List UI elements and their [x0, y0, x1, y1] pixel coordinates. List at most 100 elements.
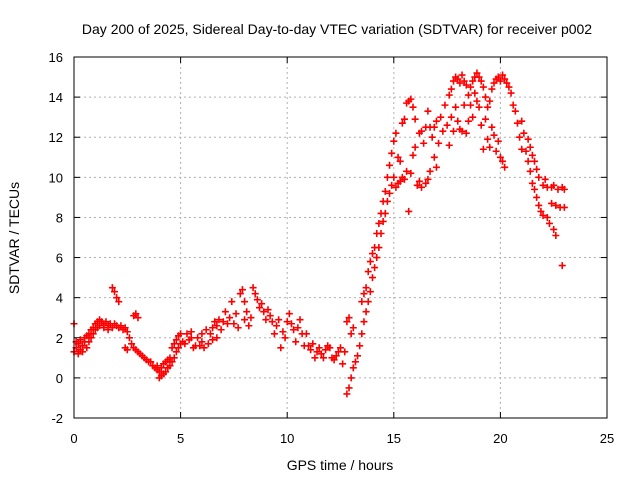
data-point: [79, 342, 87, 350]
data-point: [496, 153, 504, 161]
data-point: [520, 129, 528, 137]
data-point: [499, 157, 507, 165]
data-point: [366, 288, 374, 296]
data-point: [174, 344, 182, 352]
data-point: [388, 181, 396, 189]
data-point: [104, 326, 112, 334]
data-point: [531, 157, 539, 165]
data-point: [490, 131, 498, 139]
data-point: [76, 336, 84, 344]
data-point: [334, 348, 342, 356]
data-point: [108, 324, 116, 332]
data-series-p002: [70, 69, 568, 398]
data-point: [373, 254, 381, 262]
data-point: [477, 77, 485, 85]
data-point: [454, 117, 462, 125]
data-point: [388, 149, 396, 157]
data-point: [505, 83, 513, 91]
y-axis-title: SDTVAR / TECUs: [6, 182, 22, 294]
data-point: [209, 324, 217, 332]
data-point: [251, 290, 259, 298]
data-point: [526, 167, 534, 175]
data-point: [317, 350, 325, 358]
chart-title: Day 200 of 2025, Sidereal Day-to-day VTE…: [82, 21, 592, 37]
x-tick-label: 15: [387, 431, 401, 446]
data-point: [83, 344, 91, 352]
data-point: [349, 324, 357, 332]
data-point: [285, 310, 293, 318]
data-point: [166, 362, 174, 370]
data-point: [264, 306, 272, 314]
data-point: [168, 344, 176, 352]
data-point: [315, 344, 323, 352]
x-tick-label: 10: [280, 431, 294, 446]
data-point: [290, 326, 298, 334]
data-point: [277, 344, 285, 352]
data-point: [313, 348, 321, 356]
data-point: [345, 314, 353, 322]
data-point: [533, 165, 541, 173]
data-point: [202, 326, 210, 334]
data-point: [409, 151, 417, 159]
data-point: [230, 320, 238, 328]
data-point: [279, 328, 287, 336]
data-point: [111, 288, 119, 296]
data-point: [125, 334, 133, 342]
data-point: [247, 314, 255, 322]
data-point: [221, 308, 229, 316]
data-point: [343, 318, 351, 326]
data-point: [123, 328, 131, 336]
data-point: [172, 336, 180, 344]
data-point: [275, 316, 283, 324]
data-point: [168, 358, 176, 366]
data-point: [347, 374, 355, 382]
data-point: [85, 338, 93, 346]
data-point: [496, 77, 504, 85]
data-point: [283, 318, 291, 326]
data-point: [224, 320, 232, 328]
data-point: [226, 314, 234, 322]
data-point: [539, 211, 547, 219]
data-point: [187, 334, 195, 342]
x-tick-label: 0: [70, 431, 77, 446]
data-point: [528, 151, 536, 159]
data-point: [115, 298, 123, 306]
data-point: [430, 153, 438, 161]
data-point: [383, 173, 391, 181]
data-point: [270, 330, 278, 338]
data-point: [501, 75, 509, 83]
data-point: [234, 324, 242, 332]
data-point: [255, 304, 263, 312]
data-point: [368, 274, 376, 282]
data-point: [554, 185, 562, 193]
data-point: [464, 117, 472, 125]
data-point: [537, 207, 545, 215]
data-point: [268, 318, 276, 326]
y-tick-label: 16: [49, 50, 63, 65]
data-point: [213, 334, 221, 342]
data-point: [394, 153, 402, 161]
data-point: [368, 250, 376, 258]
data-point: [307, 346, 315, 354]
y-tick-label: 6: [56, 251, 63, 266]
data-point: [157, 364, 165, 372]
y-tick-label: 10: [49, 170, 63, 185]
data-point: [405, 207, 413, 215]
x-tick-label: 20: [493, 431, 507, 446]
data-point: [535, 173, 543, 181]
data-point: [426, 167, 434, 175]
data-point: [194, 334, 202, 342]
data-point: [311, 354, 319, 362]
data-point: [447, 113, 455, 121]
data-point: [381, 209, 389, 217]
data-point: [100, 324, 108, 332]
data-point: [181, 340, 189, 348]
data-point: [217, 326, 225, 334]
data-point: [511, 107, 519, 115]
y-tick-label: 2: [56, 331, 63, 346]
data-point: [319, 354, 327, 362]
data-point: [281, 334, 289, 342]
data-point: [488, 85, 496, 93]
data-point: [79, 348, 87, 356]
